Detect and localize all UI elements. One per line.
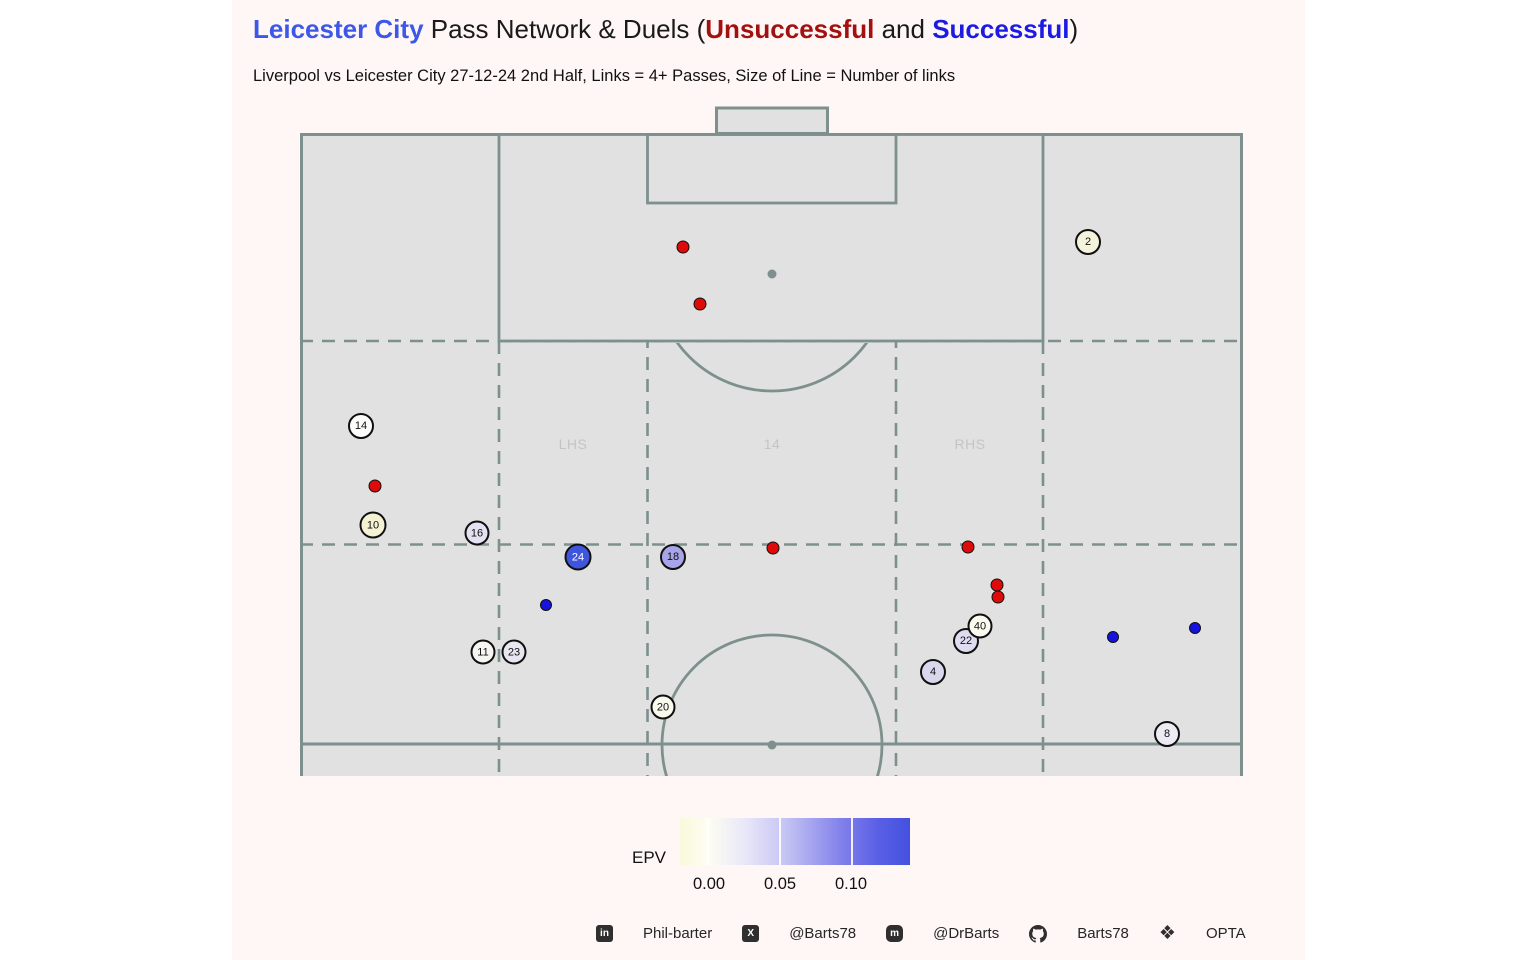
colorbar-tick-mark [707,818,709,865]
mastodon-icon: m [886,925,904,942]
x-handle: @Barts78 [789,925,857,942]
zone-label-rhs: RHS [954,436,986,452]
player-node-18: 18 [660,544,686,570]
player-node-24: 24 [564,543,592,571]
github-icon [1029,924,1048,943]
center-circle [660,633,884,776]
zone-label-lhs: LHS [558,436,588,452]
unsuccessful-duel-dot [961,540,975,554]
player-node-2: 2 [1075,229,1101,255]
x-twitter-icon: X [742,925,760,942]
unsuccessful-duel-dot [766,541,780,555]
player-node-14: 14 [348,413,374,439]
linkedin-handle: Phil-barter [643,925,713,942]
mastodon-handle: @DrBarts [933,925,1000,942]
player-node-11: 11 [470,639,496,665]
title-and-text: and [874,14,933,44]
goal-box [715,106,829,135]
dropbox-icon: ❖ [1158,923,1176,944]
unsuccessful-duel-dot [368,479,382,493]
colorbar-tick-mark [851,818,853,865]
title-unsuccessful-text: Unsuccessful [705,14,875,44]
title-middle-text: Pass Network & Duels ( [423,14,706,44]
player-node-22: 22 [953,628,979,654]
colorbar-tick-label: 0.05 [763,875,797,893]
player-node-16: 16 [464,520,490,546]
player-node-10: 10 [359,511,387,539]
player-node-40: 40 [967,613,993,639]
page-title: Leicester City Pass Network & Duels (Uns… [253,14,1078,45]
penalty-area [497,133,1045,343]
unsuccessful-duel-dot [693,297,707,311]
subtitle: Liverpool vs Leicester City 27-12-24 2nd… [253,67,956,85]
center-spot [767,740,777,750]
unsuccessful-duel-dot [991,590,1005,604]
title-close-paren: ) [1069,14,1079,44]
penalty-arc [675,343,869,393]
player-node-20: 20 [650,694,676,720]
penalty-spot [767,269,777,279]
player-node-8: 8 [1154,721,1180,747]
title-team-name: Leicester City [253,14,424,44]
successful-duel-dot [1189,622,1201,634]
linkedin-icon: in [596,925,613,942]
footer-credits: in Phil-barter X @Barts78 m @DrBarts Bar… [596,924,1246,943]
successful-duel-dot [1107,631,1119,643]
github-handle: Barts78 [1077,925,1129,942]
title-successful-text: Successful [932,14,1070,44]
zone-label-14: 14 [763,436,781,452]
player-node-23: 23 [501,639,527,665]
data-provider-label: OPTA [1205,925,1246,942]
unsuccessful-duel-dot [676,240,690,254]
colorbar-title: EPV [632,848,667,867]
colorbar-tick-mark [779,818,781,865]
successful-duel-dot [540,599,552,611]
player-node-4: 4 [920,659,946,685]
colorbar-tick-label: 0.10 [834,875,868,893]
colorbar-tick-label: 0.00 [692,875,726,893]
epv-colorbar [680,818,910,865]
six-yard-box [646,133,898,205]
